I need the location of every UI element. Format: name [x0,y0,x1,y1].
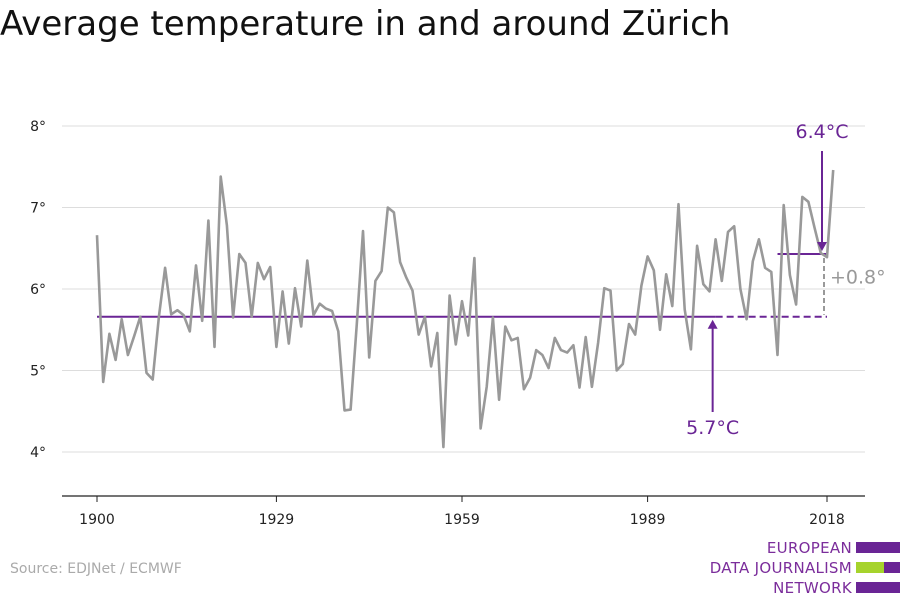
y-tick-label: 8° [30,119,46,135]
x-tick-label: 1989 [630,512,666,528]
logo-bar-top [856,542,900,553]
y-tick-label: 6° [30,282,46,298]
logo-text-line-1: EUROPEAN [766,539,852,557]
x-tick-label: 1929 [259,512,295,528]
logo-text-line-3: NETWORK [773,579,852,597]
source-note: Source: EDJNet / ECMWF [10,561,182,577]
y-tick-label: 4° [30,445,46,461]
x-tick-label: 2018 [809,512,845,528]
logo-bar-middle [856,562,900,573]
edjnet-logo: EUROPEAN DATA JOURNALISM NETWORK [640,538,900,600]
chart-title: Average temperature in and around Zürich [0,4,731,44]
y-tick-label: 7° [30,201,46,217]
logo-text-line-2: DATA JOURNALISM [709,559,852,577]
baseline-arrowhead [707,319,718,329]
annotations: +0.8° 6.4°C 5.7°C [686,121,885,439]
gridlines [62,125,865,453]
recent-average-arrowhead [817,241,827,251]
logo-bar-bottom [856,582,900,593]
x-tick-label: 1959 [444,512,480,528]
x-tick-label: 1900 [79,512,115,528]
baseline-label: 5.7°C [686,417,739,439]
y-tick-label: 5° [30,364,46,380]
axes: 4° 5° 6° 7° 8° 1900 1929 1959 1989 2018 [30,119,865,528]
series-layer [95,169,835,449]
recent-average-label: 6.4°C [796,121,849,143]
difference-label: +0.8° [830,266,886,288]
temperature-series-line [95,169,835,449]
